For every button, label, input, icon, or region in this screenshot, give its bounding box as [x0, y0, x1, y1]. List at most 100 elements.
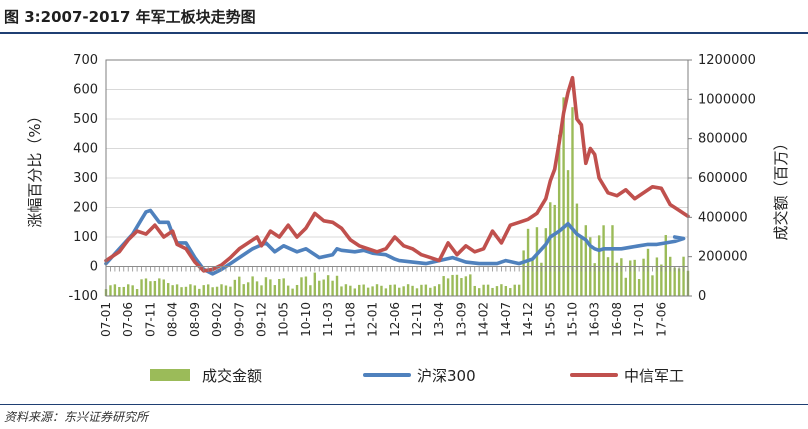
volume-bar [473, 285, 476, 296]
volume-bar [504, 286, 508, 296]
volume-bar [575, 203, 579, 296]
legend: 成交金额 沪深300 中信军工 [150, 367, 684, 385]
y-left-axis-title: 涨幅百分比（%） [26, 108, 44, 227]
volume-bar [624, 277, 628, 296]
volume-bar [198, 288, 201, 296]
footer-divider [0, 404, 808, 405]
volume-bar [602, 225, 605, 296]
x-tick-label: 15-05 [543, 302, 557, 337]
volume-bar [144, 278, 148, 296]
y-right-tick-label: 0 [698, 289, 706, 304]
volume-bar [535, 227, 539, 296]
x-tick-label: 17-01 [632, 302, 646, 337]
volume-bar [153, 280, 157, 296]
volume-bar [393, 284, 396, 296]
volume-bar [366, 287, 370, 296]
volume-bar [402, 286, 405, 296]
x-tick-label: 08-04 [166, 302, 180, 337]
volume-bar [642, 258, 645, 296]
volume-bar [131, 285, 134, 296]
series-line-military [104, 75, 690, 273]
volume-bar [215, 286, 219, 296]
volume-bar [184, 286, 188, 296]
volume-bar [162, 279, 165, 296]
volume-bar [486, 284, 490, 296]
volume-bar [233, 279, 237, 296]
volume-bar [398, 287, 401, 296]
volume-bar [429, 287, 432, 296]
y-left-tick-label: 200 [73, 201, 98, 216]
volume-bar [211, 287, 214, 296]
volume-bar [389, 284, 392, 296]
volume-bar [255, 281, 259, 296]
volume-bar [584, 225, 588, 296]
volume-bar [220, 284, 223, 296]
x-tick-label: 15-10 [565, 302, 579, 337]
legend-swatch-volume [150, 369, 190, 381]
y-left-tick-label: 300 [73, 171, 98, 186]
volume-bar [673, 267, 676, 296]
x-tick-label: 07-06 [121, 302, 135, 337]
volume-bar [593, 263, 596, 296]
x-tick-label: 11-03 [321, 302, 335, 337]
volume-bar [171, 285, 174, 296]
volume-bar [553, 204, 556, 296]
volume-bar [273, 285, 277, 296]
volume-bar [127, 284, 130, 296]
volume-bar [149, 281, 152, 296]
volume-bar [438, 284, 441, 296]
x-tick-label: 14-07 [499, 302, 513, 337]
volume-bar [669, 256, 672, 296]
title-divider [0, 32, 808, 34]
series-lines [104, 75, 690, 276]
volume-bar [318, 280, 321, 296]
volume-bar [682, 256, 685, 296]
volume-bar [664, 235, 667, 296]
volume-bar [264, 277, 268, 296]
volume-bar [304, 276, 308, 296]
volume-bar [251, 276, 254, 296]
x-tick-label: 12-06 [388, 302, 402, 337]
x-tick-label: 08-09 [188, 302, 202, 337]
volume-bar [482, 284, 485, 296]
volume-bar [135, 289, 139, 296]
volume-bar [344, 284, 348, 296]
volume-bar [358, 284, 361, 296]
x-tick-label: 07-11 [143, 302, 157, 337]
volume-bar [446, 278, 450, 296]
volume-bar [615, 262, 619, 296]
legend-label: 沪深300 [417, 367, 476, 385]
y-right-tick-label: 200000 [698, 250, 748, 265]
volume-bar [557, 134, 561, 296]
volume-bar [651, 275, 654, 296]
axes: -100 0 100 200 300 400 500 600 700 0 200000 400000 6… [26, 53, 790, 337]
x-tick-label: 17-06 [654, 302, 668, 337]
volume-bar [180, 287, 183, 296]
volume-bar [122, 286, 125, 296]
volume-bar [278, 278, 281, 296]
volume-bar [411, 285, 414, 296]
volume-bar [433, 286, 436, 296]
x-tick-label: 09-07 [232, 302, 246, 337]
y-left-tick-label: -100 [68, 289, 98, 304]
volume-bar [380, 285, 383, 296]
volume-bar [633, 259, 636, 296]
y-right-tick-label: 400000 [698, 210, 748, 225]
volume-bar [282, 278, 285, 296]
volume-bar [415, 288, 419, 296]
legend-label: 成交金额 [202, 367, 262, 385]
volume-bar [206, 284, 210, 296]
y-right-tick-label: 600000 [698, 171, 748, 186]
y-left-tick-label: 100 [73, 230, 98, 245]
x-tick-label: 14-02 [477, 302, 491, 337]
volume-bar [464, 276, 468, 296]
volume-bar [300, 277, 303, 296]
y-right-tick-label: 1000000 [698, 92, 756, 107]
x-tick-label: 14-12 [521, 302, 535, 337]
volume-bar [549, 202, 552, 296]
x-tick-label: 13-09 [454, 302, 468, 337]
x-tick-label: 10-05 [277, 302, 291, 337]
x-tick-label: 13-04 [432, 302, 446, 337]
x-tick-label: 10-10 [299, 302, 313, 337]
volume-bar [606, 257, 610, 296]
